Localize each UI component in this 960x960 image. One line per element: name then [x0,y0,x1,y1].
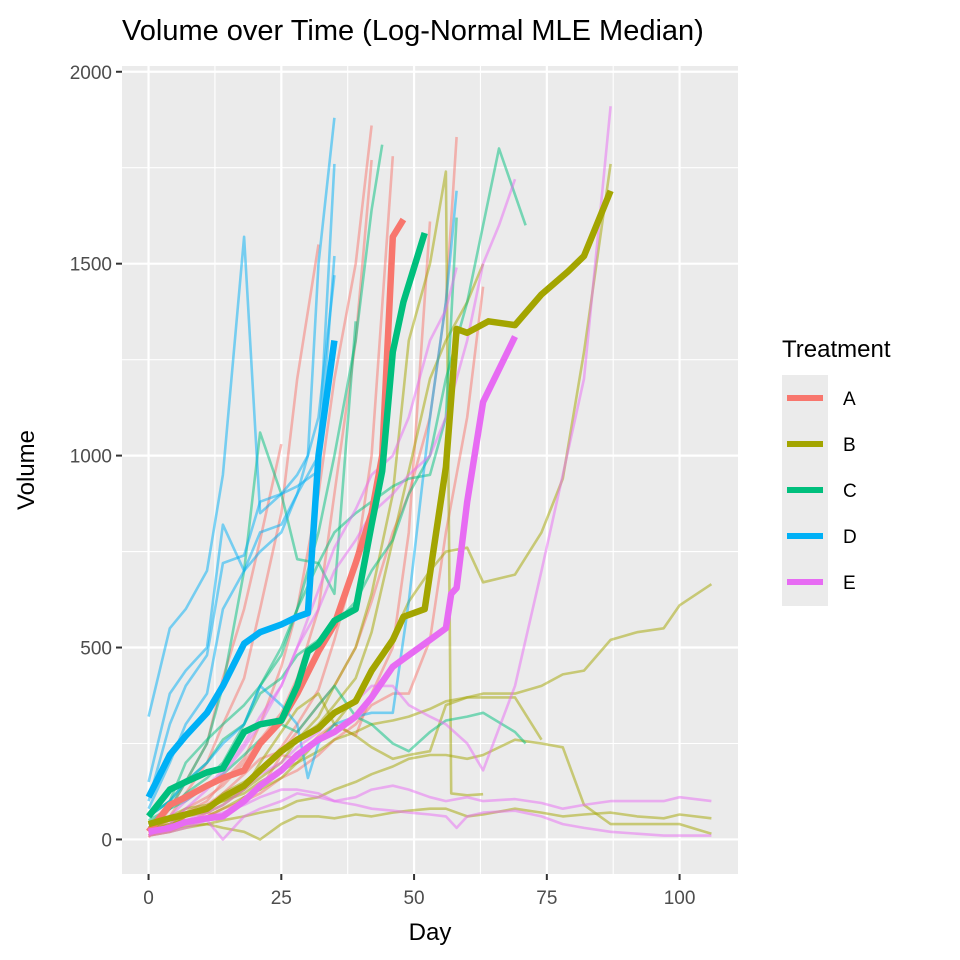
x-tick-label: 75 [536,888,557,909]
y-tick-label: 2000 [70,63,112,84]
x-tick-label: 0 [143,888,154,909]
legend-label-b: B [843,435,856,456]
median-lines [145,189,614,835]
median-line-d [145,340,338,799]
minor-grid [122,66,738,874]
x-axis: 0 25 50 75 100 [143,874,695,909]
legend-label-c: C [843,481,857,502]
median-line-c [146,232,428,819]
trajectory-line-d [147,275,336,810]
legend-entries: A B C D E [787,389,857,594]
trajectory-line-e [148,792,712,841]
plot-clip [145,106,713,841]
legend-label-a: A [843,389,856,410]
y-axis-title: Volume [13,430,40,510]
median-line-b [147,189,614,828]
legend: Treatment A B C D E [782,336,891,606]
chart-title: Volume over Time (Log-Normal MLE Median) [122,15,704,47]
legend-title: Treatment [782,336,891,363]
x-tick-label: 25 [271,888,292,909]
x-axis-title: Day [409,919,452,946]
median-line-e [148,335,518,835]
legend-label-d: D [843,527,857,548]
trajectory-line-d [147,117,336,717]
trajectory-line-d [147,255,336,802]
trajectory-line-e [147,267,458,837]
y-tick-label: 1500 [70,255,112,276]
x-tick-label: 100 [664,888,696,909]
legend-label-e: E [843,573,856,594]
trajectory-line-d [147,190,458,818]
x-tick-label: 50 [403,888,424,909]
y-axis: 0 500 1000 1500 2000 [70,63,122,851]
y-tick-label: 500 [80,639,112,660]
y-tick-label: 0 [101,830,112,851]
trajectory-line-e [148,106,612,834]
y-tick-label: 1000 [70,447,112,468]
